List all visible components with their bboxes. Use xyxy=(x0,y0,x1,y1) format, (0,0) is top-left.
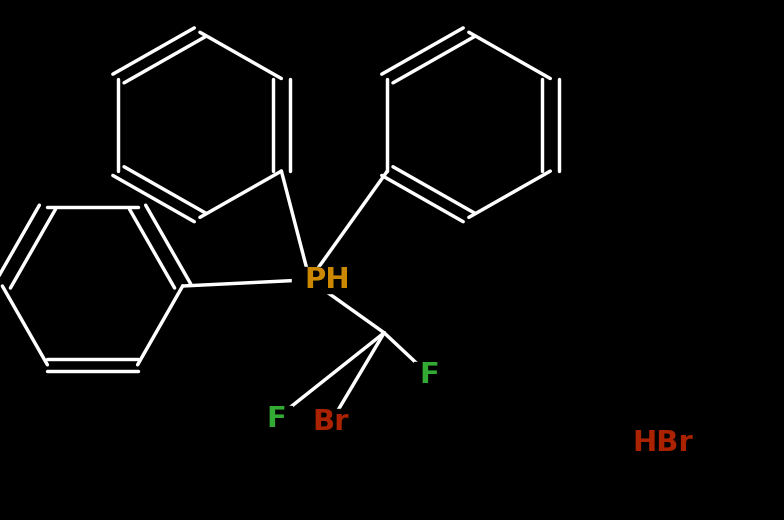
Bar xyxy=(305,409,356,435)
Bar xyxy=(260,406,292,432)
Bar xyxy=(292,267,362,293)
Text: Br: Br xyxy=(313,408,349,436)
Text: PH: PH xyxy=(304,266,350,294)
Text: F: F xyxy=(419,361,440,389)
Bar xyxy=(414,362,445,388)
Text: HBr: HBr xyxy=(632,429,693,457)
Bar xyxy=(631,430,694,456)
Text: F: F xyxy=(266,405,286,433)
